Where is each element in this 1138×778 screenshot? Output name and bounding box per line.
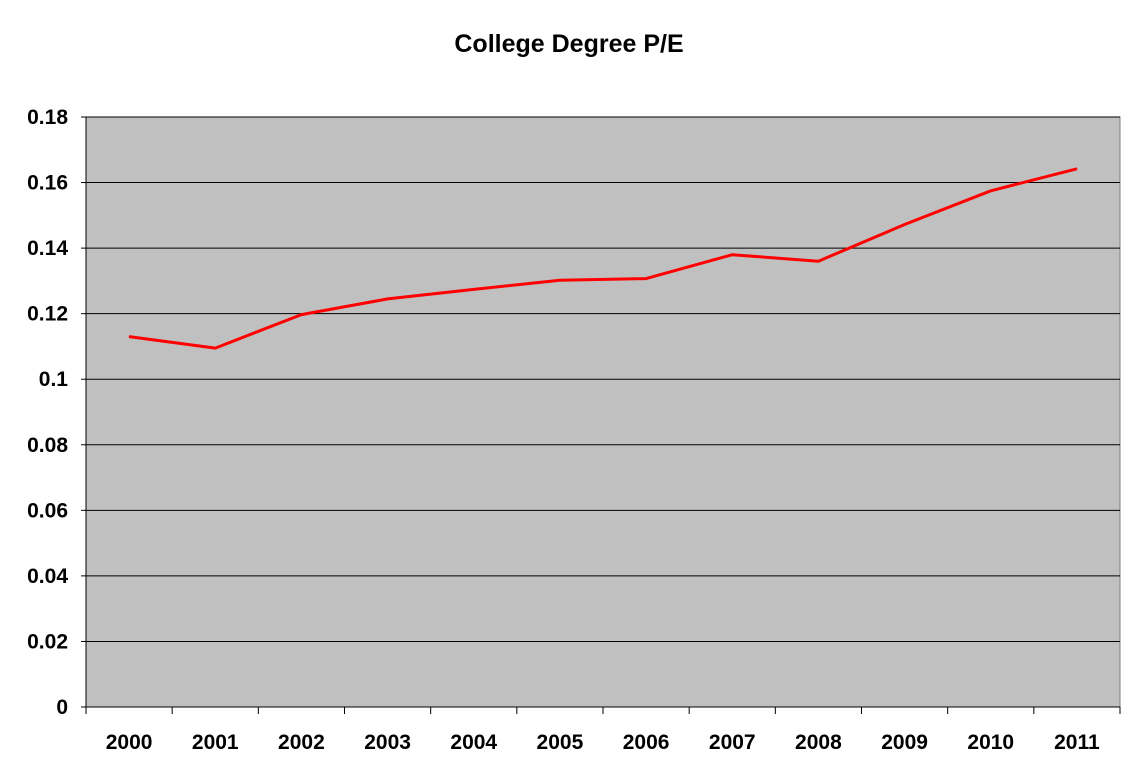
data-point bbox=[559, 279, 561, 281]
y-tick-label: 0.12 bbox=[27, 303, 68, 326]
x-tick-label: 2000 bbox=[106, 731, 153, 754]
x-tick-label: 2003 bbox=[364, 731, 411, 754]
y-tick-label: 0.16 bbox=[27, 172, 68, 195]
data-point bbox=[387, 298, 389, 300]
x-tick-label: 2007 bbox=[709, 731, 756, 754]
plot-area bbox=[85, 116, 1121, 708]
x-tick-label: 2006 bbox=[623, 731, 670, 754]
data-point bbox=[817, 260, 819, 262]
y-tick-label: 0.1 bbox=[39, 368, 69, 391]
data-point bbox=[300, 314, 302, 316]
y-tick-label: 0.08 bbox=[27, 434, 68, 457]
x-tick-label: 2004 bbox=[450, 731, 497, 754]
x-tick-label: 2005 bbox=[537, 731, 584, 754]
x-tick-label: 2011 bbox=[1054, 731, 1100, 754]
y-tick-label: 0.14 bbox=[27, 237, 68, 260]
data-point bbox=[1076, 168, 1078, 170]
x-tick-label: 2009 bbox=[881, 731, 928, 754]
data-point bbox=[990, 190, 992, 192]
y-tick-label: 0.02 bbox=[27, 630, 68, 653]
y-tick-label: 0.04 bbox=[27, 565, 68, 588]
chart-title: College Degree P/E bbox=[454, 30, 684, 58]
x-tick-label: 2010 bbox=[967, 731, 1014, 754]
data-point bbox=[904, 224, 906, 226]
x-tick-label: 2002 bbox=[278, 731, 325, 754]
y-tick-label: 0.06 bbox=[27, 499, 68, 522]
data-point bbox=[731, 254, 733, 256]
data-point bbox=[645, 278, 647, 280]
data-point bbox=[128, 336, 130, 338]
series-line bbox=[128, 167, 1078, 350]
data-point bbox=[214, 347, 216, 349]
y-tick-label: 0 bbox=[56, 696, 68, 719]
x-tick-label: 2001 bbox=[192, 731, 239, 754]
y-tick-label: 0.18 bbox=[27, 106, 68, 129]
x-tick-label: 2008 bbox=[795, 731, 842, 754]
data-point bbox=[473, 288, 475, 290]
